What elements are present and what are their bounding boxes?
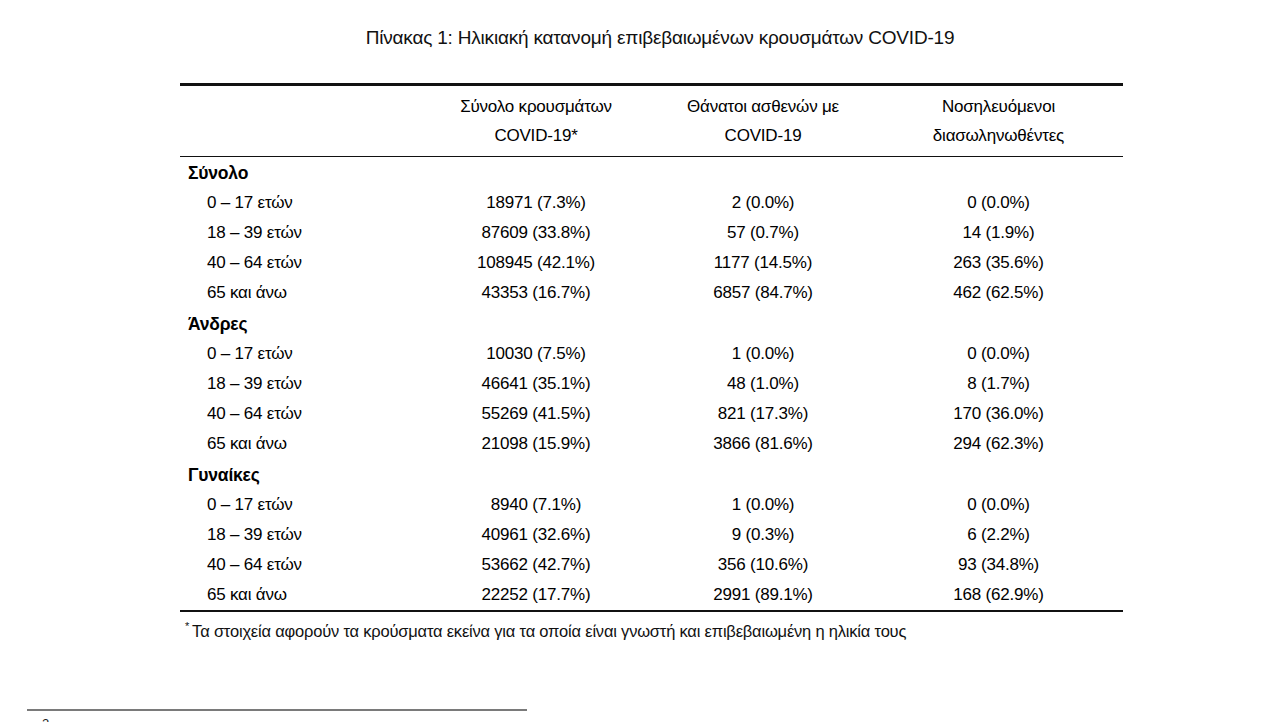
age-label: 18 – 39 ετών	[180, 525, 420, 545]
table-footnote: *Τα στοιχεία αφορούν τα κρούσματα εκείνα…	[180, 620, 1123, 641]
column-header-line: COVID-19*	[420, 121, 652, 150]
age-label: 40 – 64 ετών	[180, 404, 420, 424]
cases-value: 21098 (15.9%)	[420, 434, 652, 454]
table-row: 40 – 64 ετών 53662 (42.7%) 356 (10.6%) 9…	[180, 550, 1123, 580]
table-row: 0 – 17 ετών 18971 (7.3%) 2 (0.0%) 0 (0.0…	[180, 188, 1123, 218]
deaths-value: 9 (0.3%)	[652, 525, 874, 545]
column-header-cases: Σύνολο κρουσμάτων COVID-19*	[420, 92, 652, 150]
intubated-value: 168 (62.9%)	[874, 585, 1123, 605]
deaths-value: 3866 (81.6%)	[652, 434, 874, 454]
age-label: 0 – 17 ετών	[180, 344, 420, 364]
group-label-women: Γυναίκες	[180, 459, 1123, 490]
cases-value: 40961 (32.6%)	[420, 525, 652, 545]
intubated-value: 0 (0.0%)	[874, 193, 1123, 213]
deaths-value: 2991 (89.1%)	[652, 585, 874, 605]
age-label: 0 – 17 ετών	[180, 193, 420, 213]
age-label: 40 – 64 ετών	[180, 555, 420, 575]
age-label: 40 – 64 ετών	[180, 253, 420, 273]
intubated-value: 170 (36.0%)	[874, 404, 1123, 424]
table-row: 40 – 64 ετών 108945 (42.1%) 1177 (14.5%)…	[180, 248, 1123, 278]
group-label-total: Σύνολο	[180, 157, 1123, 188]
column-header-deaths: Θάνατοι ασθενών με COVID-19	[652, 92, 874, 150]
document-page: Πίνακας 1: Ηλικιακή κατανομή επιβεβαιωμέ…	[0, 0, 1286, 722]
deaths-value: 2 (0.0%)	[652, 193, 874, 213]
cases-value: 18971 (7.3%)	[420, 193, 652, 213]
intubated-value: 6 (2.2%)	[874, 525, 1123, 545]
table-row: 0 – 17 ετών 8940 (7.1%) 1 (0.0%) 0 (0.0%…	[180, 490, 1123, 520]
table-row: 65 και άνω 43353 (16.7%) 6857 (84.7%) 46…	[180, 278, 1123, 308]
intubated-value: 0 (0.0%)	[874, 344, 1123, 364]
intubated-value: 8 (1.7%)	[874, 374, 1123, 394]
column-header-line: διασωληνωθέντες	[874, 121, 1123, 150]
covid-age-table: Σύνολο κρουσμάτων COVID-19* Θάνατοι ασθε…	[180, 83, 1123, 641]
page-footnote-separator	[27, 709, 527, 711]
table-header-row: Σύνολο κρουσμάτων COVID-19* Θάνατοι ασθε…	[180, 86, 1123, 156]
age-label: 18 – 39 ετών	[180, 374, 420, 394]
deaths-value: 57 (0.7%)	[652, 223, 874, 243]
column-header-intubated: Νοσηλευόμενοι διασωληνωθέντες	[874, 92, 1123, 150]
table-row: 40 – 64 ετών 55269 (41.5%) 821 (17.3%) 1…	[180, 399, 1123, 429]
table-bottom-rule	[180, 610, 1123, 612]
table-row: 18 – 39 ετών 40961 (32.6%) 9 (0.3%) 6 (2…	[180, 520, 1123, 550]
deaths-value: 821 (17.3%)	[652, 404, 874, 424]
deaths-value: 6857 (84.7%)	[652, 283, 874, 303]
age-label: 65 και άνω	[180, 434, 420, 454]
deaths-value: 356 (10.6%)	[652, 555, 874, 575]
cases-value: 108945 (42.1%)	[420, 253, 652, 273]
table-title: Πίνακας 1: Ηλικιακή κατανομή επιβεβαιωμέ…	[180, 27, 1140, 49]
deaths-value: 1 (0.0%)	[652, 344, 874, 364]
table-row: 65 και άνω 22252 (17.7%) 2991 (89.1%) 16…	[180, 580, 1123, 610]
table-row: 0 – 17 ετών 10030 (7.5%) 1 (0.0%) 0 (0.0…	[180, 339, 1123, 369]
column-header-line: Θάνατοι ασθενών με	[652, 92, 874, 121]
table-row: 18 – 39 ετών 46641 (35.1%) 48 (1.0%) 8 (…	[180, 369, 1123, 399]
intubated-value: 263 (35.6%)	[874, 253, 1123, 273]
age-label: 18 – 39 ετών	[180, 223, 420, 243]
deaths-value: 1 (0.0%)	[652, 495, 874, 515]
cases-value: 43353 (16.7%)	[420, 283, 652, 303]
cases-value: 55269 (41.5%)	[420, 404, 652, 424]
age-label: 0 – 17 ετών	[180, 495, 420, 515]
age-label: 65 και άνω	[180, 283, 420, 303]
footnote-asterisk: *	[185, 620, 189, 632]
deaths-value: 1177 (14.5%)	[652, 253, 874, 273]
age-label: 65 και άνω	[180, 585, 420, 605]
cases-value: 10030 (7.5%)	[420, 344, 652, 364]
table-row: 65 και άνω 21098 (15.9%) 3866 (81.6%) 29…	[180, 429, 1123, 459]
table-row: 18 – 39 ετών 87609 (33.8%) 57 (0.7%) 14 …	[180, 218, 1123, 248]
cases-value: 8940 (7.1%)	[420, 495, 652, 515]
page-footnote-marker: 2	[42, 716, 49, 722]
intubated-value: 14 (1.9%)	[874, 223, 1123, 243]
intubated-value: 0 (0.0%)	[874, 495, 1123, 515]
cases-value: 87609 (33.8%)	[420, 223, 652, 243]
column-header-line: Νοσηλευόμενοι	[874, 92, 1123, 121]
cases-value: 22252 (17.7%)	[420, 585, 652, 605]
group-label-men: Άνδρες	[180, 308, 1123, 339]
intubated-value: 462 (62.5%)	[874, 283, 1123, 303]
footnote-text: Τα στοιχεία αφορούν τα κρούσματα εκείνα …	[192, 622, 906, 640]
cases-value: 53662 (42.7%)	[420, 555, 652, 575]
column-header-line: Σύνολο κρουσμάτων	[420, 92, 652, 121]
deaths-value: 48 (1.0%)	[652, 374, 874, 394]
column-header-line: COVID-19	[652, 121, 874, 150]
cases-value: 46641 (35.1%)	[420, 374, 652, 394]
intubated-value: 294 (62.3%)	[874, 434, 1123, 454]
intubated-value: 93 (34.8%)	[874, 555, 1123, 575]
